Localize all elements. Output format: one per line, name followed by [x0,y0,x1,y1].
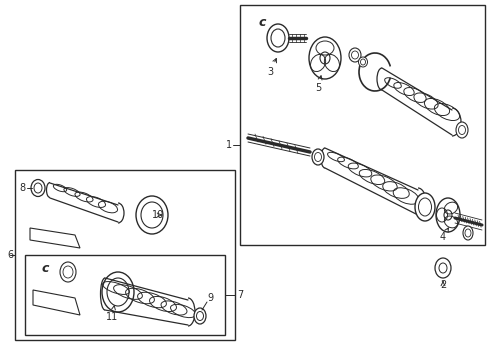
Ellipse shape [435,198,459,232]
Ellipse shape [358,57,367,67]
Text: 3: 3 [266,58,276,77]
Ellipse shape [311,149,324,165]
Text: 9: 9 [206,293,213,303]
Text: 4: 4 [439,228,447,242]
Ellipse shape [414,193,434,221]
Ellipse shape [136,196,168,234]
Ellipse shape [455,122,467,138]
Bar [25,255,224,335]
Ellipse shape [31,180,45,197]
Ellipse shape [266,24,288,52]
Ellipse shape [60,262,76,282]
Bar [15,170,235,340]
Ellipse shape [102,272,134,312]
Ellipse shape [308,37,340,79]
Text: 8: 8 [19,183,25,193]
Ellipse shape [194,308,205,324]
Text: 10: 10 [152,210,164,220]
Ellipse shape [434,258,450,278]
Text: 5: 5 [314,76,321,93]
Ellipse shape [462,226,472,240]
Text: c: c [258,15,265,28]
Text: 2: 2 [439,280,445,290]
Ellipse shape [348,48,360,62]
Text: c: c [41,261,49,274]
Bar [240,5,484,245]
Text: 6: 6 [7,250,13,260]
Text: 7: 7 [237,290,243,300]
Text: 1: 1 [225,140,231,150]
Text: 11: 11 [106,306,118,322]
